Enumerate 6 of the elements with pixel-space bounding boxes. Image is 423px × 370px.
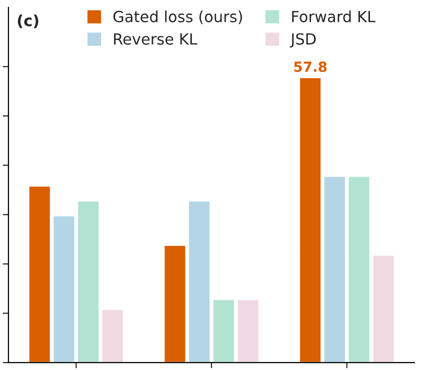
legend-label: JSD xyxy=(290,33,316,48)
data-label: 57.8 xyxy=(294,61,327,72)
legend-label: Gated loss (ours) xyxy=(113,10,242,24)
legend-label: Reverse KL xyxy=(114,33,198,45)
legend-label: Forward KL xyxy=(292,10,376,22)
annotation: (c) xyxy=(18,14,38,28)
